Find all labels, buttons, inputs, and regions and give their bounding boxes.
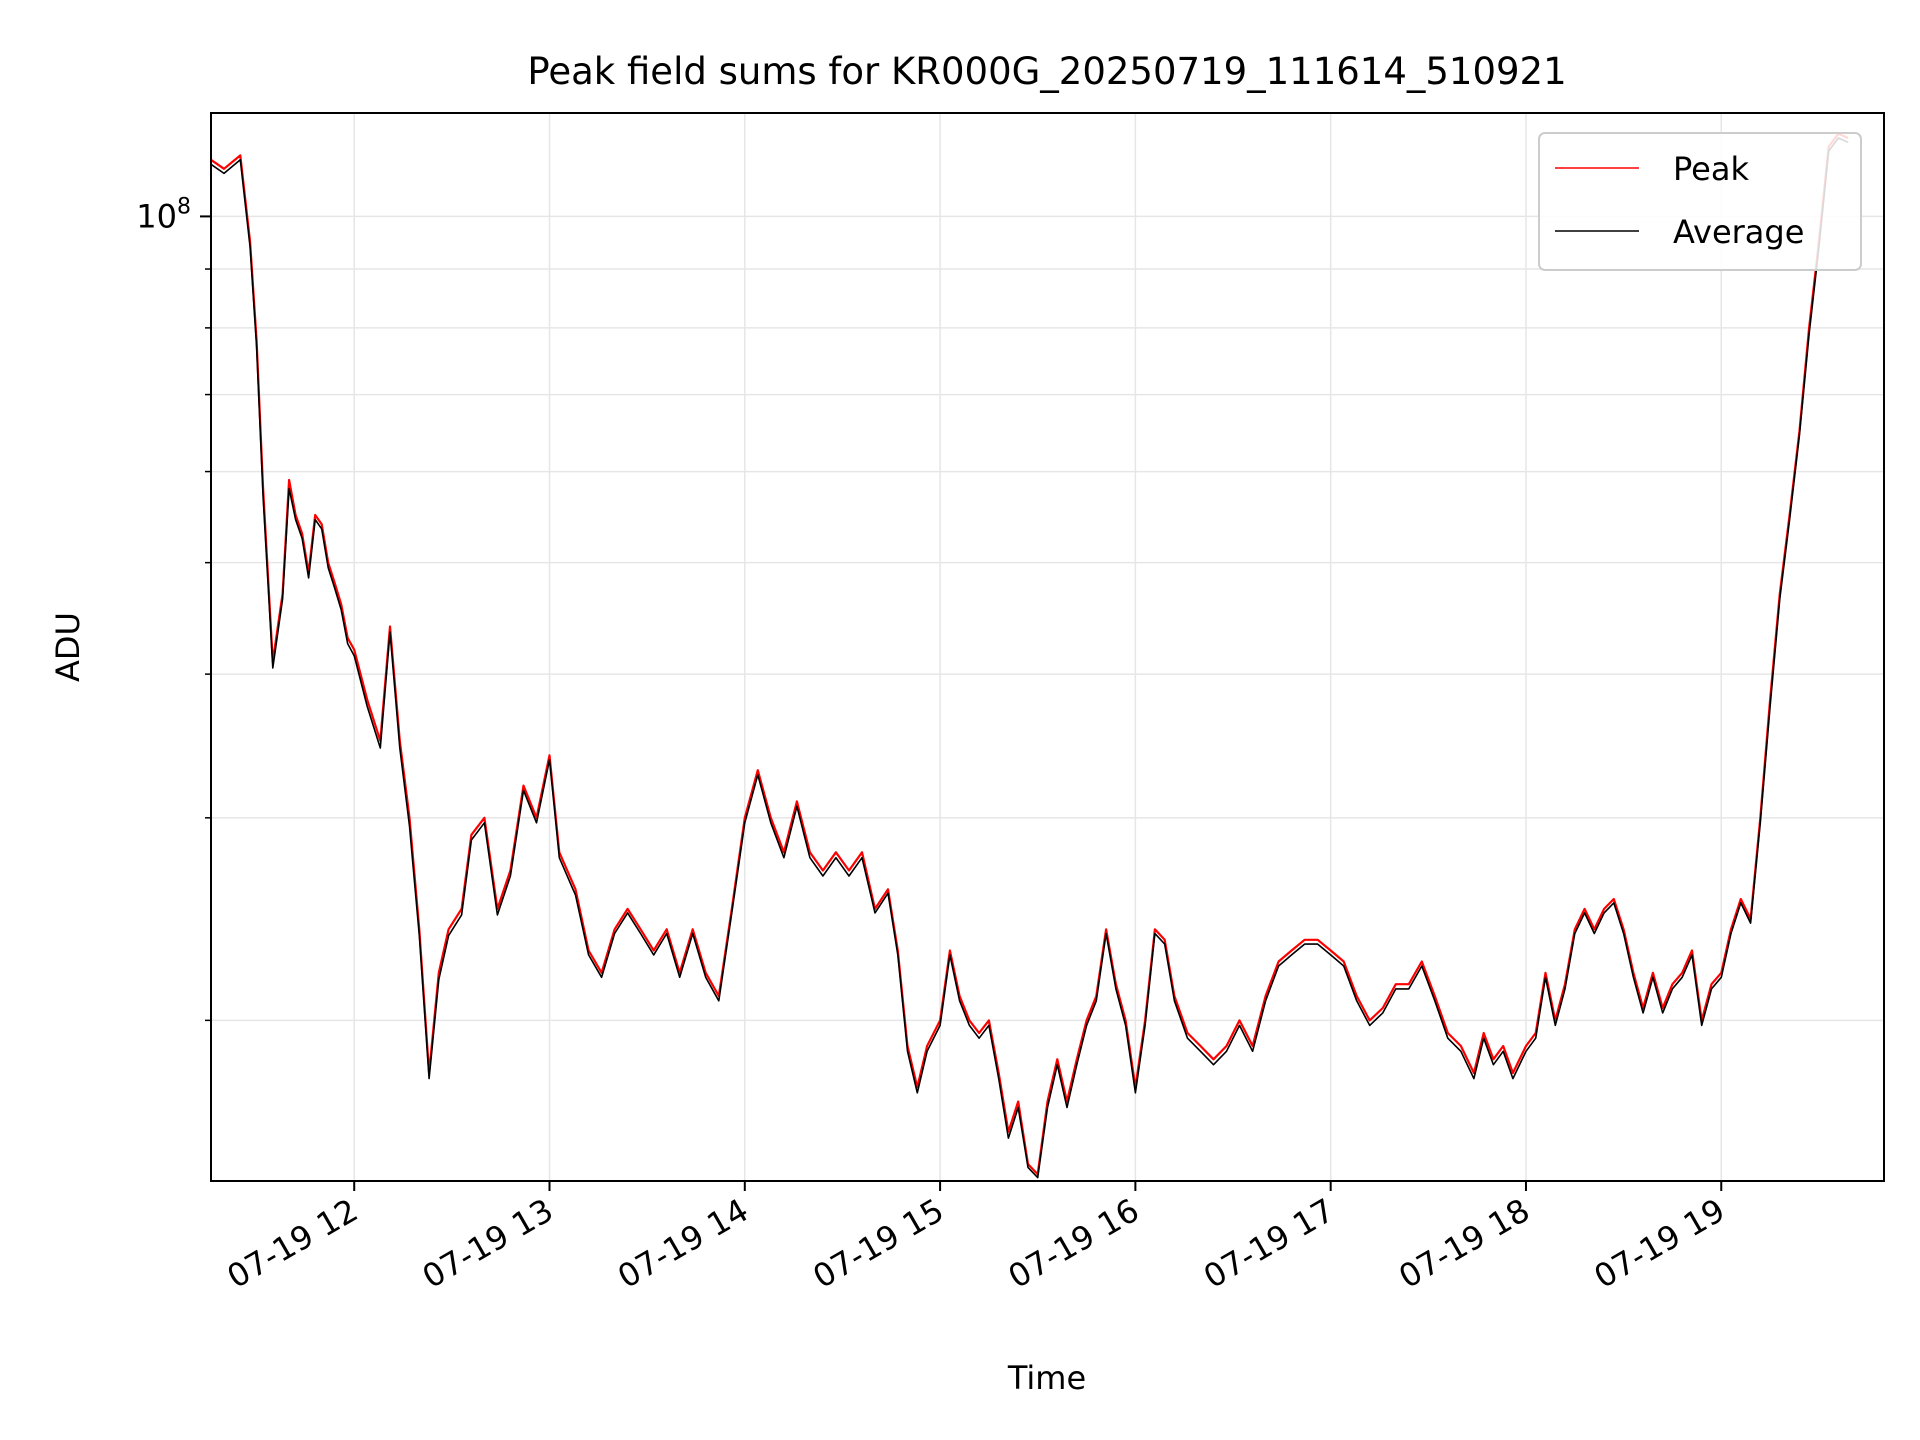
legend-peak-label: Peak <box>1673 150 1749 188</box>
plot-area-frame <box>210 112 1885 1182</box>
series-lines <box>210 132 1849 1179</box>
y-axis-ticks: 108 <box>136 194 211 1022</box>
series-line-average <box>210 137 1849 1179</box>
grid-lines <box>211 113 1884 1181</box>
y-tick-label-base: 10 <box>136 197 177 235</box>
y-tick-label: 108 <box>136 194 191 235</box>
y-axis-label: ADU <box>49 612 87 682</box>
legend: Peak Average <box>1538 132 1862 271</box>
x-axis-label: Time <box>1007 1359 1086 1397</box>
chart-title: Peak field sums for KR000G_20250719_1116… <box>527 50 1566 93</box>
y-tick-label-exponent: 8 <box>177 194 191 219</box>
legend-average-label: Average <box>1673 213 1804 251</box>
